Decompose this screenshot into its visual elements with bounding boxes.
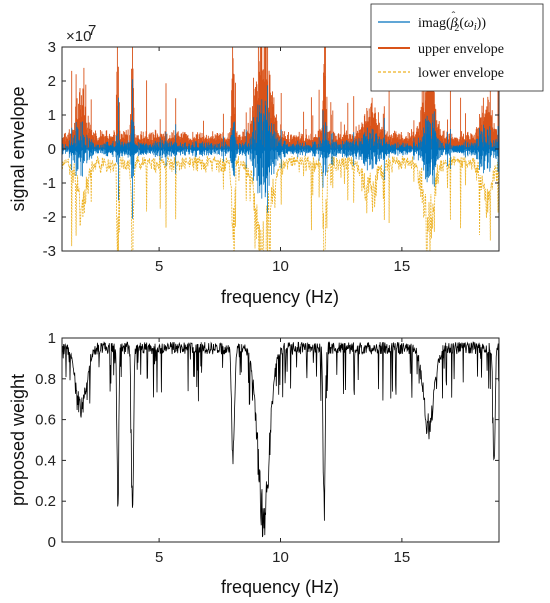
top-traces: [62, 47, 499, 251]
bottom-ylabel: proposed weight: [8, 374, 28, 506]
legend-label-upper: upper envelope: [418, 42, 504, 57]
bottom-subplot: 5 10 15 0 0.2 0.4 0.6 0.8 1 frequency (Hz) propo…: [8, 330, 500, 597]
bottom-ticks: 5 10 15 0 0.2 0.4 0.6 0.8 1: [35, 330, 499, 566]
bottom-ytick-label: 0.6: [35, 412, 56, 429]
top-ytick-label: 3: [48, 39, 56, 56]
top-ylabel: signal envelope: [8, 86, 28, 211]
top-subplot: 5 10 15 -3 -2 -1 0 1 2 3 ×10 7 frequency (Hz) sig…: [8, 3, 544, 307]
bottom-ytick-label: 0.8: [35, 371, 56, 388]
bottom-plot-area: [62, 338, 499, 542]
bottom-xlabel: frequency (Hz): [221, 577, 339, 597]
top-ytick-label: -2: [43, 209, 56, 226]
top-xtick-label: 15: [394, 258, 411, 275]
top-exponent-power: 7: [88, 22, 96, 39]
top-ytick-label: 0: [48, 141, 56, 158]
top-xtick-label: 10: [272, 258, 289, 275]
top-exponent-base: ×10: [66, 28, 91, 45]
bottom-traces: [62, 340, 499, 538]
top-ytick-label: 1: [48, 107, 56, 124]
bottom-ytick-label: 0.4: [35, 452, 56, 469]
bottom-ytick-label: 0.2: [35, 493, 56, 510]
legend: imag(βˆ2(ωi)) upper envelope lower envel…: [370, 3, 544, 92]
top-ytick-label: -3: [43, 243, 56, 260]
top-ytick-label: 2: [48, 73, 56, 90]
series-lower-envelope: [62, 155, 499, 251]
bottom-ytick-label: 1: [48, 330, 56, 347]
top-ytick-label: -1: [43, 175, 56, 192]
top-ticks: 5 10 15 -3 -2 -1 0 1 2 3: [43, 39, 499, 275]
legend-label-signal: imag(βˆ2(ωi)): [418, 10, 486, 34]
bottom-xtick-label: 5: [155, 549, 163, 566]
series-imag-beta: [62, 79, 499, 219]
bottom-xtick-label: 10: [272, 549, 289, 566]
bottom-xtick-label: 15: [394, 549, 411, 566]
series-proposed-weight: [62, 340, 499, 538]
top-xlabel: frequency (Hz): [221, 287, 339, 307]
legend-label-lower: lower envelope: [418, 66, 504, 81]
bottom-ytick-label: 0: [48, 534, 56, 551]
top-xtick-label: 5: [155, 258, 163, 275]
